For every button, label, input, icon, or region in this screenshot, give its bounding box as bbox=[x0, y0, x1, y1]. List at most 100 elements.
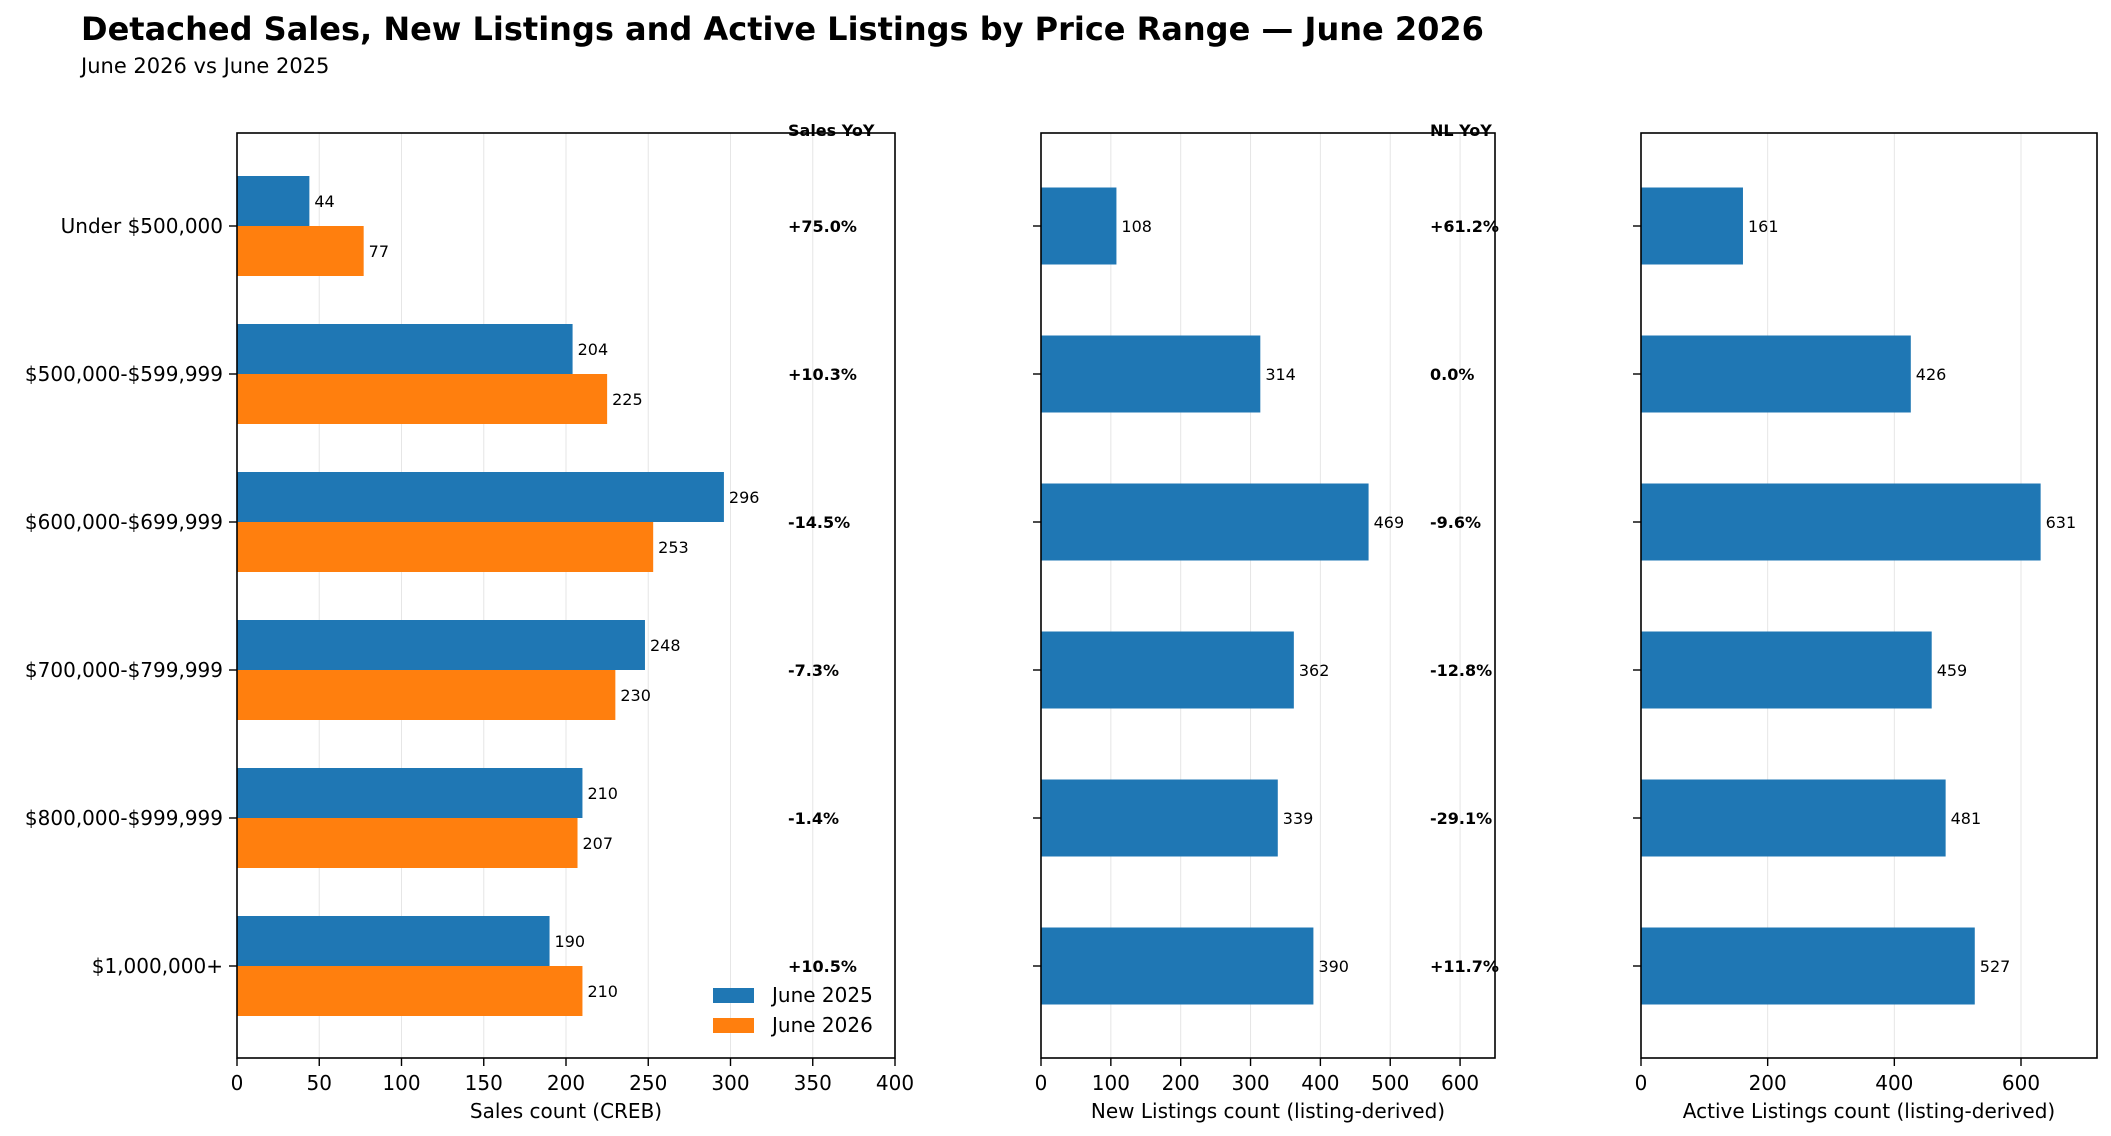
panel-2-bar-600-000-699-999 bbox=[1041, 483, 1369, 561]
y-tick-label-500-000-599-999: $500,000-$599,999 bbox=[25, 362, 223, 386]
panel-3-bar-700-000-799-999 bbox=[1641, 631, 1932, 709]
y-tick-label-1-000-000: $1,000,000+ bbox=[92, 954, 223, 978]
panel-3-x-tick-label: 600 bbox=[2002, 1071, 2040, 1095]
legend-label-june-2026: June 2026 bbox=[770, 1013, 873, 1037]
panel-2-x-tick-label: 500 bbox=[1371, 1071, 1409, 1095]
panel-1-bar-june-2025-700-000-799-999 bbox=[237, 620, 645, 670]
panel-2-value-label: 469 bbox=[1374, 513, 1405, 532]
panel-1-value-label: 225 bbox=[612, 390, 643, 409]
panel-3-value-label: 426 bbox=[1916, 365, 1947, 384]
legend-swatch-june-2025 bbox=[713, 988, 754, 1003]
panel-2-yoy-annotation: -12.8% bbox=[1430, 661, 1492, 680]
panel-3-bar-under-500-000 bbox=[1641, 187, 1743, 265]
panel-1-x-tick-label: 250 bbox=[629, 1071, 667, 1095]
panel-3-x-axis-label: Active Listings count (listing-derived) bbox=[1683, 1099, 2055, 1123]
panel-1-x-tick-label: 100 bbox=[382, 1071, 420, 1095]
panel-1-bar-june-2026-under-500-000 bbox=[237, 226, 364, 276]
panel-1-bar-june-2026-700-000-799-999 bbox=[237, 670, 616, 720]
panel-2-bar-500-000-599-999 bbox=[1041, 335, 1261, 413]
chart-title: Detached Sales, New Listings and Active … bbox=[81, 10, 1484, 48]
panel-2-value-label: 339 bbox=[1283, 809, 1314, 828]
panel-2-value-label: 314 bbox=[1265, 365, 1296, 384]
panel-2-x-tick-label: 100 bbox=[1092, 1071, 1130, 1095]
panel-3-x-tick-label: 200 bbox=[1749, 1071, 1787, 1095]
panel-1-bar-june-2025-800-000-999-999 bbox=[237, 768, 583, 818]
panel-2-yoy-annotation: +11.7% bbox=[1430, 957, 1499, 976]
panel-2-bar-1-000-000 bbox=[1041, 927, 1314, 1005]
panel-3-bar-1-000-000 bbox=[1641, 927, 1975, 1005]
panel-1-bar-june-2026-600-000-699-999 bbox=[237, 522, 654, 572]
panel-3-value-label: 631 bbox=[2046, 513, 2077, 532]
panel-3-bar-500-000-599-999 bbox=[1641, 335, 1911, 413]
panel-1-bar-june-2025-under-500-000 bbox=[237, 176, 310, 226]
panel-2-value-label: 362 bbox=[1299, 661, 1330, 680]
panel-2-yoy-annotation: +61.2% bbox=[1430, 217, 1499, 236]
chart-subtitle: June 2026 vs June 2025 bbox=[81, 54, 330, 78]
panel-2-yoy-annotation: -29.1% bbox=[1430, 809, 1492, 828]
panel-1-value-label: 210 bbox=[587, 784, 618, 803]
panel-1-value-label: 253 bbox=[658, 538, 689, 557]
panel-1-yoy-annotation: +10.5% bbox=[788, 957, 857, 976]
legend-label-june-2025: June 2025 bbox=[770, 983, 873, 1007]
panel-3-x-tick-label: 400 bbox=[1875, 1071, 1913, 1095]
panel-1-value-label: 190 bbox=[555, 932, 586, 951]
panel-1-x-axis-label: Sales count (CREB) bbox=[470, 1099, 662, 1123]
panel-1-x-tick-label: 350 bbox=[794, 1071, 832, 1095]
panel-1-value-label: 296 bbox=[729, 488, 760, 507]
panel-2-bar-800-000-999-999 bbox=[1041, 779, 1278, 857]
panel-3-value-label: 527 bbox=[1980, 957, 2011, 976]
panel-2-x-axis-label: New Listings count (listing-derived) bbox=[1091, 1099, 1445, 1123]
panel-1-x-tick-label: 0 bbox=[231, 1071, 244, 1095]
panel-1-value-label: 230 bbox=[620, 686, 651, 705]
panel-1-yoy-annotation: +10.3% bbox=[788, 365, 857, 384]
panel-1-value-label: 204 bbox=[578, 340, 609, 359]
panel-1-annotation-header: Sales YoY bbox=[788, 121, 875, 140]
panel-1-bar-june-2026-800-000-999-999 bbox=[237, 818, 578, 868]
panel-1-x-tick-label: 150 bbox=[465, 1071, 503, 1095]
panel-1-value-label: 210 bbox=[587, 982, 618, 1001]
panel-1-value-label: 207 bbox=[583, 834, 614, 853]
panel-1-bar-june-2026-500-000-599-999 bbox=[237, 374, 608, 424]
panel-2-yoy-annotation: -9.6% bbox=[1430, 513, 1481, 532]
panel-2-x-tick-label: 0 bbox=[1035, 1071, 1048, 1095]
panel-1-yoy-annotation: -14.5% bbox=[788, 513, 850, 532]
panel-3-value-label: 459 bbox=[1937, 661, 1968, 680]
panel-1-value-label: 248 bbox=[650, 636, 681, 655]
panel-2-x-tick-label: 600 bbox=[1441, 1071, 1479, 1095]
panel-3-axes-frame bbox=[1640, 132, 2098, 1059]
y-tick-label-800-000-999-999: $800,000-$999,999 bbox=[25, 806, 223, 830]
panel-3-bar-600-000-699-999 bbox=[1641, 483, 2041, 561]
panel-1-x-tick-label: 400 bbox=[876, 1071, 914, 1095]
panel-1-bar-june-2025-600-000-699-999 bbox=[237, 472, 724, 522]
panel-1-bar-june-2026-1-000-000 bbox=[237, 966, 583, 1016]
panel-1-yoy-annotation: -1.4% bbox=[788, 809, 839, 828]
panel-3-x-tick-label: 0 bbox=[1635, 1071, 1648, 1095]
panel-2-x-tick-label: 300 bbox=[1231, 1071, 1269, 1095]
panel-2-axes-frame bbox=[1040, 132, 1496, 1059]
y-tick-label-700-000-799-999: $700,000-$799,999 bbox=[25, 658, 223, 682]
panel-1-bar-june-2025-1-000-000 bbox=[237, 916, 550, 966]
panel-2-bar-under-500-000 bbox=[1041, 187, 1117, 265]
legend-swatch-june-2026 bbox=[713, 1018, 754, 1033]
panel-1-x-tick-label: 200 bbox=[547, 1071, 585, 1095]
panel-2-annotation-header: NL YoY bbox=[1430, 121, 1492, 140]
panel-2-x-tick-label: 400 bbox=[1301, 1071, 1339, 1095]
panel-1-x-tick-label: 50 bbox=[307, 1071, 332, 1095]
panel-2-bar-700-000-799-999 bbox=[1041, 631, 1294, 709]
panel-3-value-label: 481 bbox=[1951, 809, 1982, 828]
panel-1-yoy-annotation: +75.0% bbox=[788, 217, 857, 236]
panel-1-bar-june-2025-500-000-599-999 bbox=[237, 324, 573, 374]
panel-2-value-label: 108 bbox=[1121, 217, 1152, 236]
panel-1-value-label: 77 bbox=[369, 242, 389, 261]
panel-3-value-label: 161 bbox=[1748, 217, 1779, 236]
y-tick-label-under-500-000: Under $500,000 bbox=[61, 214, 223, 238]
panel-3-bar-800-000-999-999 bbox=[1641, 779, 1946, 857]
panel-1-x-tick-label: 300 bbox=[711, 1071, 749, 1095]
y-tick-label-600-000-699-999: $600,000-$699,999 bbox=[25, 510, 223, 534]
panel-2-value-label: 390 bbox=[1318, 957, 1349, 976]
panel-2-x-tick-label: 200 bbox=[1162, 1071, 1200, 1095]
panel-2-yoy-annotation: 0.0% bbox=[1430, 365, 1474, 384]
panel-1-value-label: 44 bbox=[314, 192, 334, 211]
panel-1-yoy-annotation: -7.3% bbox=[788, 661, 839, 680]
